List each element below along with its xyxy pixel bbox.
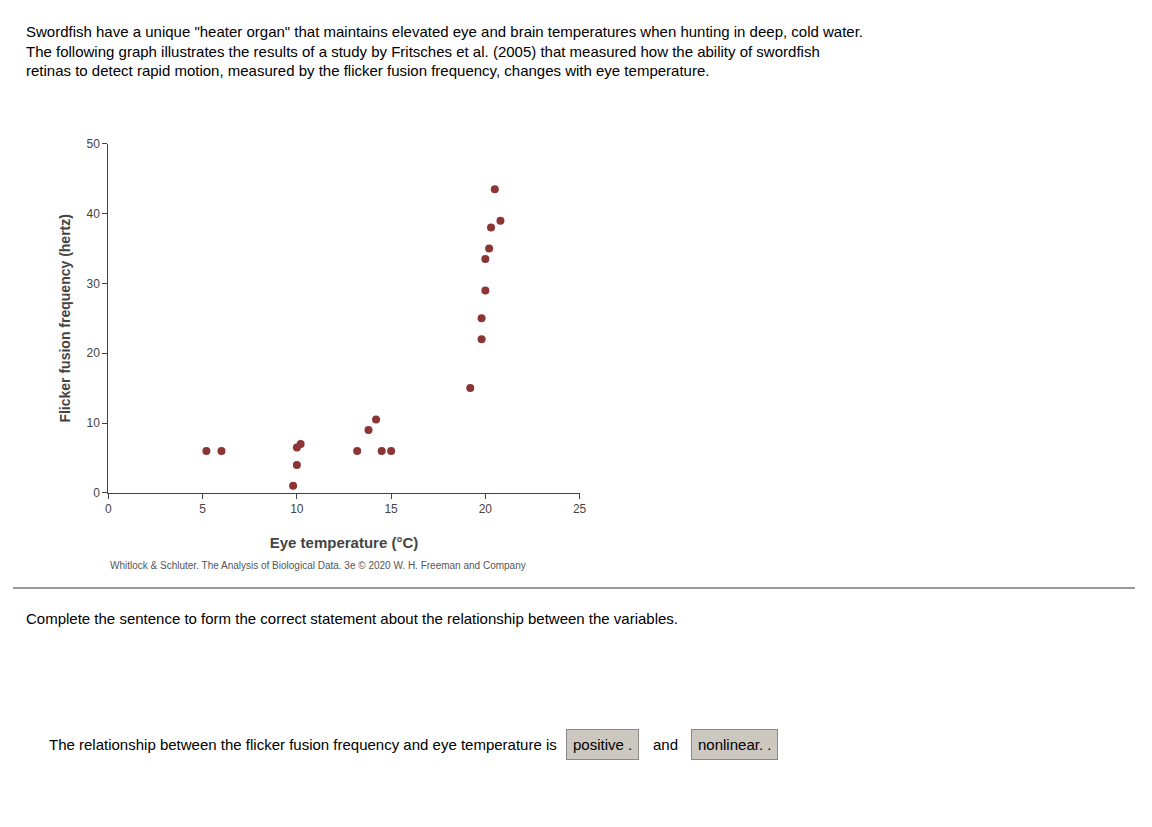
- svg-text:5: 5: [199, 502, 206, 516]
- svg-text:positive .: positive .: [573, 736, 632, 753]
- svg-text:50: 50: [87, 137, 101, 151]
- svg-text:40: 40: [87, 207, 101, 221]
- svg-text:Whitlock & Schluter. The Analy: Whitlock & Schluter. The Analysis of Bio…: [110, 560, 526, 571]
- svg-text:nonlinear. .: nonlinear. .: [698, 736, 771, 753]
- svg-text:30: 30: [87, 277, 101, 291]
- svg-text:20: 20: [87, 346, 101, 360]
- svg-text:0: 0: [105, 502, 112, 516]
- svg-text:Eye temperature (°C): Eye temperature (°C): [270, 534, 419, 551]
- svg-text:10: 10: [290, 502, 304, 516]
- svg-text:Swordfish have a unique "heate: Swordfish have a unique "heater organ" t…: [26, 23, 863, 79]
- svg-text:0: 0: [93, 486, 100, 500]
- svg-text:10: 10: [87, 416, 101, 430]
- svg-text:The relationship between the f: The relationship between the flicker fus…: [49, 736, 557, 753]
- svg-text:Flicker fusion frequency (hert: Flicker fusion frequency (hertz): [57, 214, 73, 422]
- svg-text:25: 25: [573, 502, 587, 516]
- svg-text:15: 15: [384, 502, 398, 516]
- svg-text:Complete the sentence to form: Complete the sentence to form the correc…: [26, 610, 678, 627]
- svg-text:and: and: [653, 736, 678, 753]
- svg-text:20: 20: [479, 502, 493, 516]
